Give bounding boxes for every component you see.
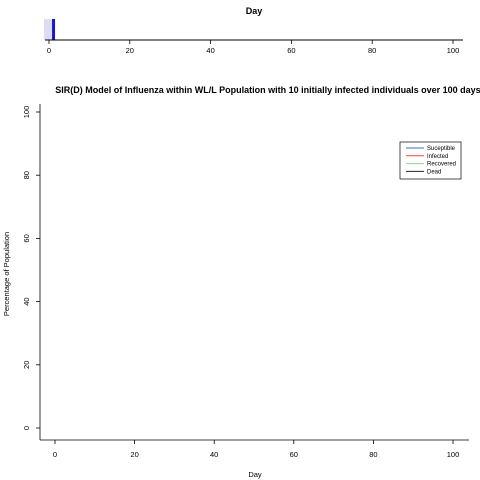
legend-label-suceptible: Suceptible [427,146,456,152]
legend-label-infected: Infected [427,154,448,160]
slider-tick-label-0: 0 [47,46,51,55]
y-ticks: 0 20 40 60 80 100 [22,106,40,430]
legend-label-recovered: Recovered [427,162,456,168]
y-tick-label-0: 0 [22,426,31,430]
x-tick-label-40: 40 [210,450,218,459]
y-tick-label-40: 40 [22,297,31,305]
slider-tick-label-20: 20 [126,46,134,55]
x-tick-label-60: 60 [290,450,298,459]
y-tick-label-60: 60 [22,234,31,242]
main-chart: SIR(D) Model of Influenza within WL/L Po… [2,85,480,479]
x-tick-label-20: 20 [130,450,138,459]
legend-label-dead: Dead [427,169,441,175]
chart-title: SIR(D) Model of Influenza within WL/L Po… [55,85,480,95]
x-ticks: 0 20 40 60 80 100 [53,440,459,459]
y-tick-label-20: 20 [22,361,31,369]
y-tick-label-100: 100 [22,106,31,119]
slider-ticks: 0 20 40 60 80 100 [47,40,459,55]
x-tick-label-0: 0 [53,450,57,459]
slider-range-band [44,19,55,40]
slider-tick-label-60: 60 [287,46,295,55]
x-tick-label-100: 100 [447,450,460,459]
slider-title: Day [246,6,263,16]
slider-handle[interactable] [52,19,56,40]
day-slider[interactable]: Day 0 20 40 60 80 100 [44,6,463,55]
x-tick-label-80: 80 [369,450,377,459]
x-axis-label: Day [248,470,262,479]
y-axis-label: Percentage of Population [2,232,11,316]
slider-tick-label-100: 100 [447,46,460,55]
y-tick-label-80: 80 [22,171,31,179]
slider-tick-label-40: 40 [206,46,214,55]
slider-tick-label-80: 80 [368,46,376,55]
